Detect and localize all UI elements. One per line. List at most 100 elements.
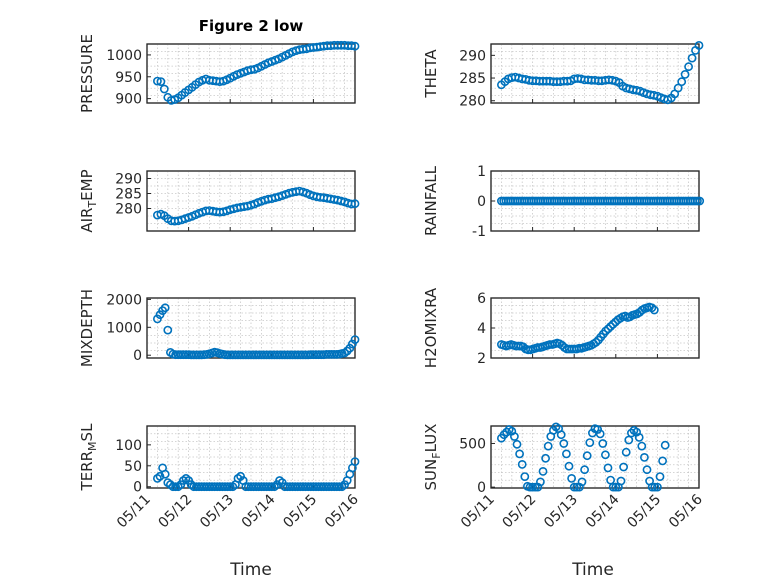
data-point xyxy=(528,482,537,492)
subplot-mixdepth: 0 1000 2000 MIXDEPTH xyxy=(78,289,360,367)
data-point xyxy=(598,439,608,448)
y-axis-label: SUNFLUX xyxy=(422,424,443,491)
data-point xyxy=(543,441,553,451)
data-point xyxy=(155,471,165,481)
x-tick-label: 05/14 xyxy=(583,491,623,531)
data-point xyxy=(334,482,344,492)
data-point xyxy=(515,449,524,459)
x-axis-label-right: Time xyxy=(571,560,614,580)
data-point xyxy=(608,482,618,492)
y-tick-label: 950 xyxy=(115,70,142,86)
data-point xyxy=(347,339,357,349)
data-point xyxy=(687,53,697,63)
data-point xyxy=(647,482,657,492)
y-tick-label: 1000 xyxy=(106,320,142,336)
x-tick-label: 05/13 xyxy=(197,492,237,532)
y-tick-label: 0 xyxy=(477,194,486,210)
axes-border xyxy=(490,43,700,104)
data-point xyxy=(695,196,705,206)
data-point xyxy=(619,462,628,472)
subplot-rainfall: -1 0 1 RAINFALL xyxy=(422,164,705,240)
data-point xyxy=(585,438,595,447)
y-tick-label: 50 xyxy=(124,459,142,475)
y-tick-label: 100 xyxy=(115,438,142,454)
data-point xyxy=(347,199,356,209)
data-point xyxy=(677,77,687,87)
data-point xyxy=(159,84,169,94)
data-point xyxy=(163,325,173,335)
data-point xyxy=(567,473,576,483)
x-tick-label: 05/11 xyxy=(114,492,154,532)
data-point xyxy=(536,477,545,487)
data-point xyxy=(538,466,548,476)
data-point xyxy=(171,482,180,492)
data-point xyxy=(642,465,652,475)
data-point xyxy=(160,303,170,313)
data-point xyxy=(616,476,626,486)
data-point xyxy=(556,430,566,440)
subplot-theta: 280 285 290 THETA xyxy=(422,41,704,110)
data-point xyxy=(347,41,356,51)
y-tick-label: 290 xyxy=(459,48,486,64)
y-tick-label: 290 xyxy=(115,172,142,188)
y-tick-label: 2 xyxy=(477,351,486,367)
data-point xyxy=(223,482,232,492)
data-point xyxy=(640,452,649,462)
data-point xyxy=(684,62,693,72)
data-point xyxy=(658,456,667,466)
data-point xyxy=(591,337,601,347)
data-point xyxy=(680,70,690,79)
data-point xyxy=(627,428,636,438)
data-point xyxy=(517,459,527,469)
data-point xyxy=(655,472,665,481)
data-point xyxy=(653,482,662,492)
x-axis-label-left: Time xyxy=(229,560,272,580)
y-tick-label: 1 xyxy=(477,164,486,180)
y-tick-label: 2000 xyxy=(106,292,142,308)
y-tick-label: 6 xyxy=(477,291,486,307)
y-tick-label: 0 xyxy=(133,348,142,364)
y-tick-label: 280 xyxy=(459,94,486,110)
data-point xyxy=(601,450,610,460)
data-point xyxy=(541,453,550,463)
subplot-pressure: 900 950 1000 PRESSURE xyxy=(78,34,360,113)
data-point xyxy=(160,469,170,479)
x-tick-label: 05/15 xyxy=(280,492,320,532)
data-point xyxy=(168,482,178,492)
y-tick-label: 900 xyxy=(115,92,142,108)
x-tick-label: 05/12 xyxy=(500,492,540,532)
data-point xyxy=(649,305,659,315)
x-tick-label: 05/12 xyxy=(156,492,196,532)
y-tick-label: 285 xyxy=(459,71,486,87)
data-point xyxy=(156,77,166,86)
data-point xyxy=(582,451,592,461)
data-point xyxy=(595,429,605,439)
x-tick-label: 05/16 xyxy=(666,491,706,531)
y-axis-label: TERRMSL xyxy=(78,423,99,492)
data-point xyxy=(510,432,519,441)
data-point xyxy=(603,324,613,334)
data-point xyxy=(637,441,647,451)
x-tick-label: 05/13 xyxy=(541,492,581,532)
data-point xyxy=(559,439,569,448)
data-point xyxy=(152,76,162,86)
y-axis-label: PRESSURE xyxy=(78,34,96,113)
y-tick-label: 0 xyxy=(477,480,486,496)
data-point xyxy=(499,430,509,440)
y-axis-label: AIRTEMP xyxy=(78,169,99,232)
data-point xyxy=(650,482,660,492)
y-tick-label: 1000 xyxy=(106,48,142,64)
data-point xyxy=(264,482,274,492)
data-point xyxy=(572,482,582,492)
data-point xyxy=(267,482,277,492)
y-axis-label: RAINFALL xyxy=(422,165,440,236)
y-tick-label: 285 xyxy=(115,187,142,203)
data-point xyxy=(562,449,571,459)
x-tick-label: 05/15 xyxy=(624,492,664,532)
data-point xyxy=(350,199,360,209)
y-tick-label: 500 xyxy=(459,436,486,452)
y-axis-label: MIXDEPTH xyxy=(78,289,96,367)
data-point xyxy=(512,439,522,449)
